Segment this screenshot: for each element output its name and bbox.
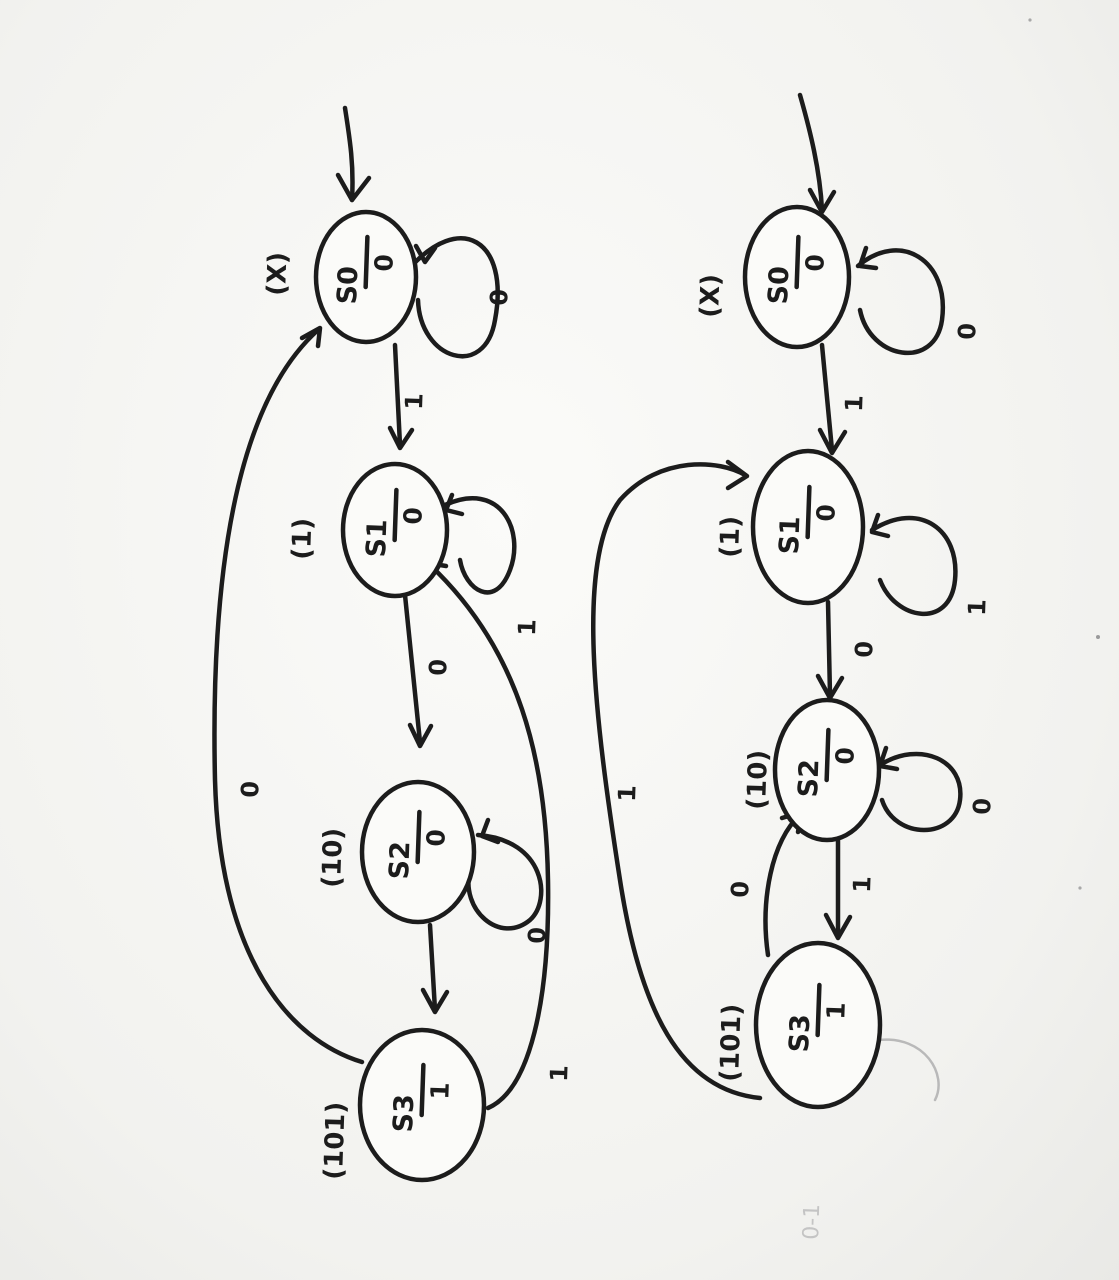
right-s1-self-loop-head <box>869 512 891 539</box>
right-initial-arrowhead <box>807 187 837 215</box>
left-s1-self-label: 1 <box>513 619 542 637</box>
right-s1-sequence: (1) <box>715 515 746 558</box>
left-s2-self-label: 0 <box>523 927 552 945</box>
left-state-s0: S0 0 (X) <box>262 209 419 345</box>
right-state-s0: S0 0 (X) <box>695 204 852 350</box>
left-s1-to-s2-head <box>407 722 434 749</box>
left-s0-to-s1-head <box>387 425 415 451</box>
left-s3-sequence: (101) <box>319 1101 352 1180</box>
right-s1-self-label: 1 <box>963 599 992 617</box>
right-s3-s2-label: 0 <box>726 881 755 899</box>
paper-speck <box>1078 886 1082 890</box>
right-s1-to-s2-edge <box>825 599 833 698</box>
left-s3-to-s0-head <box>299 325 323 349</box>
right-s0-to-s1-edge <box>819 342 835 453</box>
left-s2-output: 0 <box>421 829 451 847</box>
right-s0-to-s1-head <box>817 427 848 456</box>
right-state-diagram: S0 0 (X) S1 0 (1) S2 0 (10) <box>591 92 997 1110</box>
left-s0-to-s1-edge <box>392 342 403 448</box>
right-s3-sequence: (101) <box>715 1003 748 1082</box>
right-s2-s3-label: 1 <box>848 876 877 894</box>
right-s0-s1-label: 1 <box>840 395 869 413</box>
right-s2-self-label: 0 <box>968 798 997 816</box>
right-s3-output: 1 <box>821 1002 851 1020</box>
left-s1-s2-label: 0 <box>424 659 453 677</box>
right-initial-arrow <box>797 92 825 213</box>
left-s3-s1-label: 1 <box>545 1065 574 1083</box>
left-s1-output: 0 <box>398 507 428 525</box>
right-s2-self-loop <box>877 751 963 833</box>
right-s0-self-loop-head <box>857 245 879 271</box>
left-s1-name: S1 <box>361 519 393 558</box>
left-s3-to-s0-edge <box>212 327 365 1065</box>
left-s1-to-s2-edge <box>402 592 423 745</box>
right-s2-to-s3-head <box>823 912 853 941</box>
paper-speck <box>1028 18 1032 22</box>
left-s0-self-label: 0 <box>485 289 514 307</box>
left-s0-output: 0 <box>369 254 399 272</box>
right-s3-faint-loop <box>876 1038 940 1102</box>
right-s0-name: S0 <box>763 266 795 305</box>
right-s1-self-loop <box>869 515 958 617</box>
left-state-diagram: S0 0 (X) S1 0 (1) S2 0 (10) <box>212 105 574 1183</box>
right-s1-name: S1 <box>774 516 806 555</box>
right-s2-name: S2 <box>793 759 825 798</box>
right-s3-to-s2-edge <box>763 812 803 958</box>
left-s3-s0-label: 0 <box>236 781 265 799</box>
left-s0-self-loop <box>405 236 500 359</box>
right-s0-output: 0 <box>800 254 830 272</box>
right-s0-self-label: 0 <box>953 323 982 341</box>
left-s2-to-s3-head <box>420 987 450 1015</box>
left-s1-sequence: (1) <box>287 517 318 560</box>
right-state-s1: S1 0 (1) <box>715 448 866 606</box>
left-s2-name: S2 <box>384 841 416 880</box>
left-s3-to-s1-edge <box>427 562 551 1111</box>
left-s0-name: S0 <box>332 266 364 305</box>
left-s0-s1-label: 1 <box>400 393 429 411</box>
left-s2-to-s3-edge <box>427 922 438 1013</box>
right-s0-self-loop <box>855 248 946 356</box>
right-s0-sequence: (X) <box>695 273 727 318</box>
right-s1-output: 0 <box>811 504 841 522</box>
margin-mark: 0-1 <box>799 1203 825 1240</box>
left-state-s3: S3 1 (101) <box>319 1027 487 1183</box>
right-s3-to-s1-edge <box>591 462 763 1101</box>
left-s2-self-loop <box>466 832 544 931</box>
left-initial-arrow <box>342 105 355 203</box>
right-s3-name: S3 <box>784 1014 816 1053</box>
left-s2-self-loop-head <box>479 817 501 845</box>
left-s3-name: S3 <box>388 1094 420 1133</box>
right-s2-sequence: (10) <box>742 749 774 810</box>
right-s1-s2-label: 0 <box>850 641 879 659</box>
left-s0-self-loop-head <box>413 243 438 265</box>
right-s2-output: 0 <box>830 747 860 765</box>
left-s1-self-loop <box>442 496 517 595</box>
right-s3-to-s1-head <box>725 459 750 491</box>
paper-speck <box>1096 635 1100 639</box>
left-s2-sequence: (10) <box>317 827 349 888</box>
left-s0-sequence: (X) <box>262 251 294 296</box>
left-state-s2: S2 0 (10) <box>317 779 477 925</box>
right-s3-s1-label: 1 <box>613 785 642 803</box>
left-state-s1: S1 0 (1) <box>287 461 450 599</box>
right-state-s2: S2 0 (10) <box>742 697 882 843</box>
right-state-s3: S3 1 (101) <box>715 940 883 1110</box>
left-initial-arrowhead <box>335 172 372 203</box>
left-s3-output: 1 <box>425 1082 455 1100</box>
